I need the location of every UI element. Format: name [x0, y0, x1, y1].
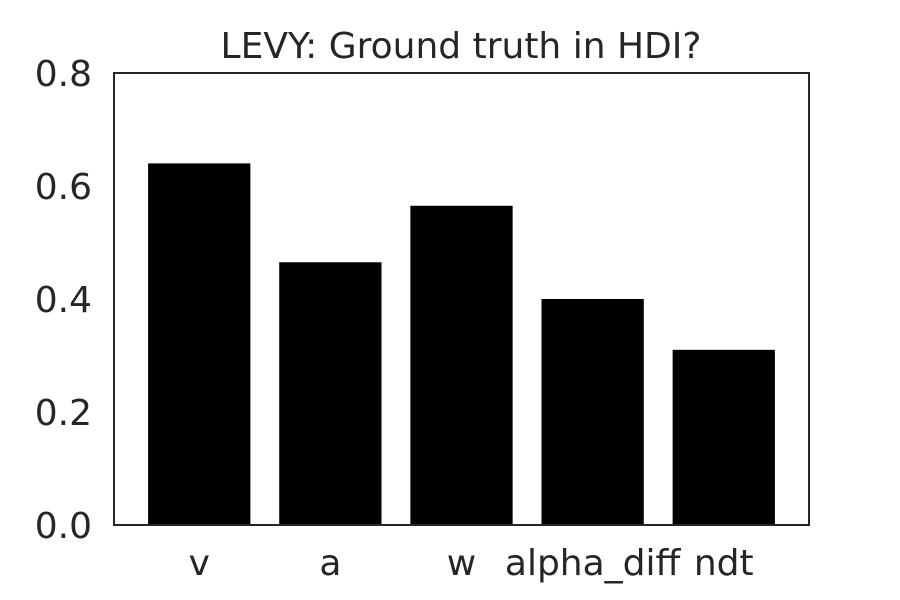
x-tick-label: v	[189, 543, 210, 584]
x-tick-label: a	[319, 543, 341, 584]
y-tick-label: 0.4	[35, 280, 92, 321]
bar-v	[148, 163, 251, 525]
x-tick-label: w	[447, 543, 476, 584]
bar-w	[410, 205, 513, 525]
y-tick-label: 0.6	[35, 167, 92, 208]
y-tick-label: 0.0	[35, 506, 92, 547]
bar-alpha_diff	[541, 299, 644, 525]
y-tick-label: 0.8	[35, 54, 92, 95]
chart-title: LEVY: Ground truth in HDI?	[221, 26, 702, 67]
x-tick-label: ndt	[694, 543, 754, 584]
x-axis: v a w alpha_diff ndt	[189, 543, 754, 584]
plot-frame	[113, 72, 810, 526]
bar-a	[279, 262, 382, 525]
bars-layer	[148, 163, 775, 525]
x-tick-label: alpha_diff	[505, 543, 682, 584]
y-axis: 0.0 0.2 0.4 0.6 0.8	[35, 54, 92, 547]
bar-ndt	[672, 349, 775, 525]
y-tick-label: 0.2	[35, 393, 92, 434]
